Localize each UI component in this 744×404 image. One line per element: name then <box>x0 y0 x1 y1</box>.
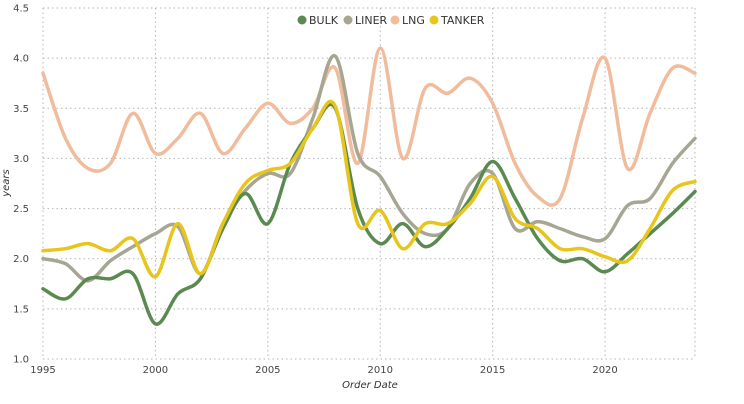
y-tick-label: 2.0 <box>13 254 29 265</box>
y-tick-label: 4.5 <box>13 4 29 15</box>
x-tick-label: 2005 <box>255 365 280 376</box>
y-tick-label: 2.5 <box>13 204 29 215</box>
gridlines <box>42 7 696 360</box>
x-tick-label: 2000 <box>143 365 168 376</box>
legend-swatch <box>390 15 400 25</box>
y-tick-label: 3.0 <box>13 154 29 165</box>
series-line-lng[interactable] <box>41 46 697 207</box>
series-line-liner[interactable] <box>41 54 697 283</box>
legend-item-bulk[interactable]: BULK <box>297 14 339 27</box>
x-tick-label: 2015 <box>480 365 505 376</box>
legend-swatch <box>343 15 353 25</box>
legend-label: LINER <box>355 14 388 27</box>
x-tick-label: 1995 <box>30 365 55 376</box>
series-line-tanker[interactable] <box>41 99 697 279</box>
y-tick-label: 3.5 <box>13 104 29 115</box>
legend-label: LNG <box>402 14 425 27</box>
series-lines <box>41 46 697 326</box>
legend-item-lng[interactable]: LNG <box>390 14 425 27</box>
legend-swatch <box>297 15 307 25</box>
x-axis-ticks: 1995 2000 2005 2010 2015 2020 <box>30 365 618 376</box>
y-tick-label: 1.0 <box>13 355 29 366</box>
legend-label: TANKER <box>440 14 485 27</box>
x-tick-label: 2010 <box>368 365 393 376</box>
y-axis-title: years <box>1 169 12 198</box>
legend-swatch <box>429 15 439 25</box>
y-axis-ticks: 1.0 1.5 2.0 2.5 3.0 3.5 4.0 4.5 <box>13 4 29 366</box>
series-line-bulk[interactable] <box>41 102 697 326</box>
legend-item-tanker[interactable]: TANKER <box>429 14 485 27</box>
x-tick-label: 2020 <box>592 365 617 376</box>
x-axis-title: Order Date <box>342 380 398 391</box>
legend-label: BULK <box>309 14 339 27</box>
legend[interactable]: BULK LINER LNG TANKER <box>297 14 485 27</box>
legend-item-liner[interactable]: LINER <box>343 14 388 27</box>
y-tick-label: 1.5 <box>13 304 29 315</box>
y-tick-label: 4.0 <box>13 54 29 65</box>
